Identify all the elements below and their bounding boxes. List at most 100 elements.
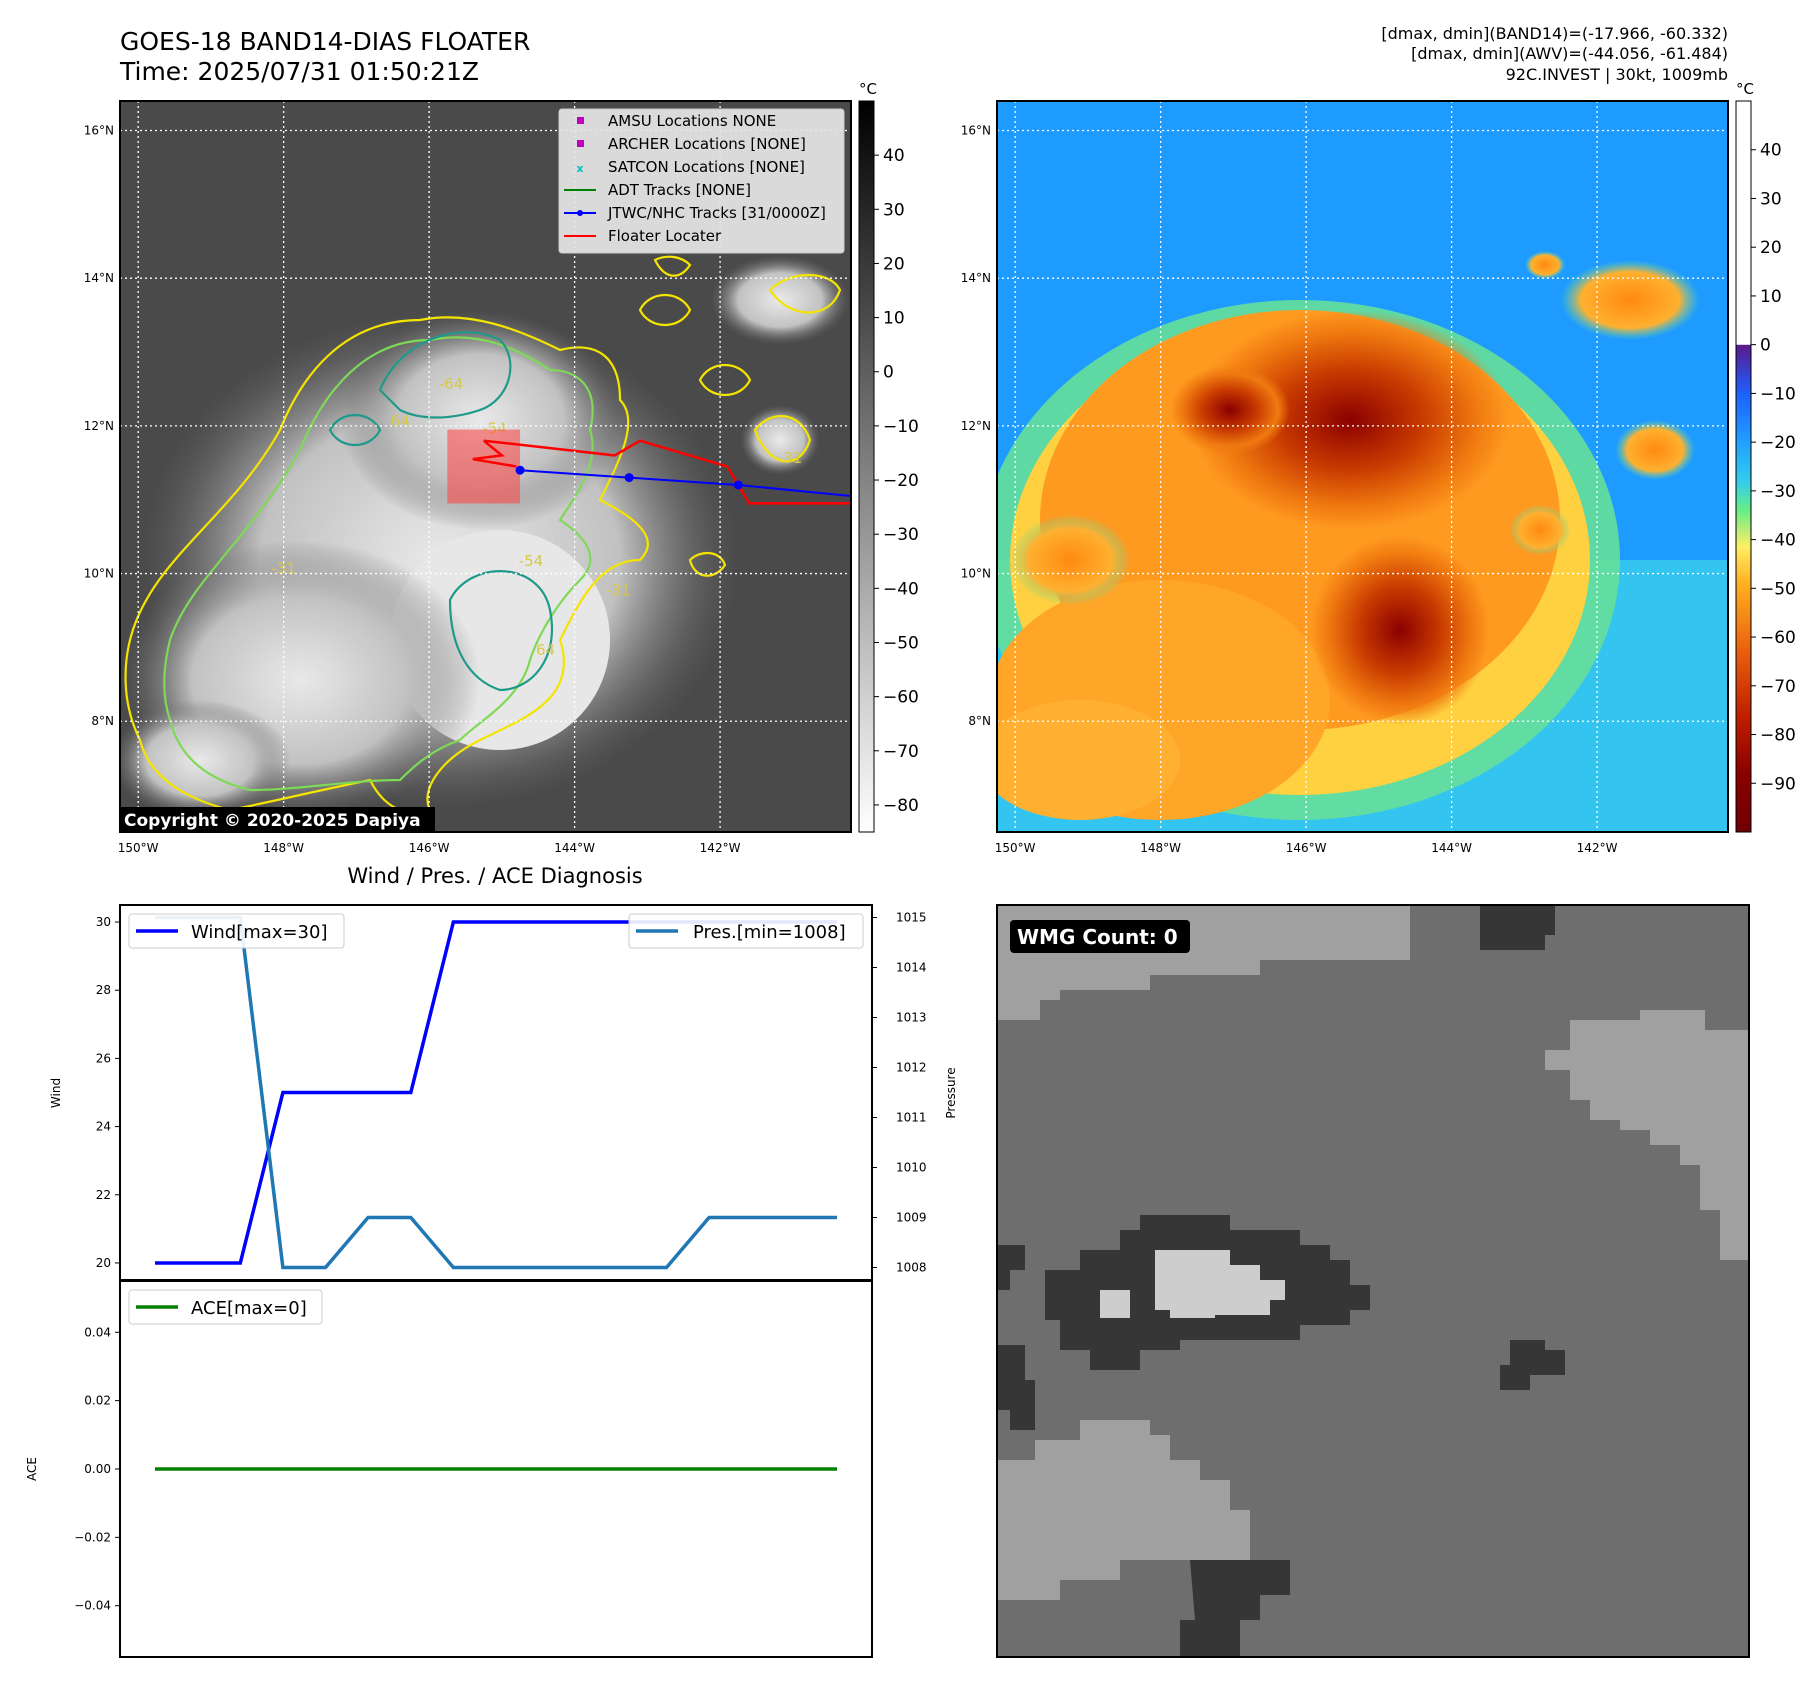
map-legend: x AMSU Locations NONE ARCHER Locations [… bbox=[558, 108, 845, 254]
colorbar-tick-label: 10 bbox=[883, 309, 905, 329]
lat-tick-label: 12°N bbox=[84, 419, 114, 433]
lat-tick-label: 16°N bbox=[84, 124, 114, 138]
colorbar-tick-label: −70 bbox=[883, 742, 919, 762]
wind-tick-label: 28 bbox=[96, 983, 111, 997]
colorbar-tick-label: −20 bbox=[883, 471, 919, 491]
colorbar-tick-label: 20 bbox=[1760, 238, 1782, 258]
floater-locater-track bbox=[483, 439, 851, 505]
contour-label: 64 bbox=[536, 641, 555, 659]
legend-label-jtwc: JTWC/NHC Tracks [31/0000Z] bbox=[607, 204, 826, 222]
wind-tick-label: 20 bbox=[96, 1256, 111, 1270]
colorbar-tick-label: −10 bbox=[883, 417, 919, 437]
pres-ticks: 1015 1014 1013 1012 1011 1010 1009 1008 bbox=[872, 911, 927, 1275]
left-colorbar: °C 40 30 20 10 0 −10 −20 −30 −40 −50 −60 −70 −80 bbox=[858, 80, 919, 833]
right-map-frame bbox=[996, 100, 1729, 833]
wmg-count-badge bbox=[1010, 920, 1190, 953]
wind-ticks: 30 28 26 24 22 20 bbox=[96, 915, 120, 1270]
pres-legend-label: Pres.[min=1008] bbox=[693, 922, 846, 943]
colorbar-tick-label: 30 bbox=[883, 200, 905, 220]
ace-tick-label: −0.04 bbox=[74, 1599, 111, 1613]
lon-tick-label: 144°W bbox=[1431, 841, 1472, 855]
colorbar-tick-label: −30 bbox=[1760, 482, 1796, 502]
legend-swatch-archer bbox=[577, 140, 584, 147]
colorbar-tick-label: −20 bbox=[1760, 433, 1796, 453]
lon-tick-label: 148°W bbox=[1140, 841, 1181, 855]
lat-tick-label: 14°N bbox=[84, 271, 114, 285]
wind-ylabel: Wind bbox=[49, 1078, 63, 1108]
ace-tick-label: 0.04 bbox=[84, 1325, 111, 1339]
copyright-box bbox=[120, 807, 435, 832]
lat-tick-label: 12°N bbox=[961, 419, 991, 433]
pres-ylabel: Pressure bbox=[944, 1067, 958, 1118]
pres-legend-box bbox=[628, 913, 864, 949]
legend-label-satcon: SATCON Locations [NONE] bbox=[608, 158, 805, 176]
ace-ticks: 0.04 0.02 0.00 −0.02 −0.04 bbox=[74, 1325, 120, 1613]
jtwc-nhc-point bbox=[624, 473, 634, 483]
colorbar-tick-label: −40 bbox=[883, 579, 919, 599]
colorbar-tick-label: 40 bbox=[883, 146, 905, 166]
pressure-tick-label: 1008 bbox=[896, 1261, 927, 1275]
jtwc-nhc-points bbox=[515, 465, 743, 490]
lat-tick-label: 8°N bbox=[91, 714, 114, 728]
right-colorbar-gradient bbox=[1735, 100, 1752, 833]
ir-color-map bbox=[997, 101, 1728, 832]
ace-plot: 0.04 0.02 0.00 −0.02 −0.04 ACE ACE[max=0] bbox=[25, 1280, 873, 1658]
wind-tick-label: 24 bbox=[96, 1120, 111, 1134]
wind-tick-label: 22 bbox=[96, 1188, 111, 1202]
lat-tick-label: 8°N bbox=[968, 714, 991, 728]
contour-small-cells bbox=[638, 255, 842, 577]
wmg-dark-bottom bbox=[1180, 1560, 1290, 1657]
legend-swatch-jtwc-dot bbox=[577, 210, 583, 216]
legend-swatch-satcon: x bbox=[576, 162, 583, 175]
colorbar-tick-label: −90 bbox=[1760, 774, 1796, 794]
colorbar-tick-label: 0 bbox=[1760, 336, 1771, 356]
ir-contours bbox=[124, 255, 842, 814]
colorbar-tick-label: 40 bbox=[1760, 141, 1782, 161]
lat-tick-label: 10°N bbox=[961, 567, 991, 581]
right-gridlines bbox=[997, 101, 1728, 832]
ace-legend-label: ACE[max=0] bbox=[191, 1298, 307, 1319]
legend-box bbox=[558, 108, 845, 254]
colorbar-tick-label: 30 bbox=[1760, 189, 1782, 209]
ir-cloud-field bbox=[120, 255, 850, 820]
rir-cloud-field bbox=[997, 251, 1700, 820]
contour-teal bbox=[328, 331, 553, 692]
lon-tick-label: 150°W bbox=[118, 841, 159, 855]
wmg-light-lower-left bbox=[997, 1420, 1250, 1600]
contour-label: -31 bbox=[271, 560, 296, 578]
ace-legend-box bbox=[128, 1289, 323, 1325]
copyright-text: Copyright © 2020-2025 Dapiya bbox=[124, 811, 421, 831]
colorbar-tick-label: −50 bbox=[1760, 579, 1796, 599]
wmg-dark-left bbox=[997, 1245, 1035, 1430]
wind-pres-plot: 30 28 26 24 22 20 1015 1014 1013 1012 1011 1010 100… bbox=[49, 904, 958, 1281]
contour-green bbox=[163, 336, 594, 792]
diag-title: Wind / Pres. / ACE Diagnosis bbox=[347, 864, 642, 888]
wmg-light-upper-right bbox=[1545, 1010, 1749, 1260]
legend-label-amsu: AMSU Locations NONE bbox=[608, 112, 776, 130]
lat-tick-label: 10°N bbox=[84, 567, 114, 581]
figure-title: GOES-18 BAND14-DIAS FLOATER bbox=[120, 27, 530, 56]
colorbar-tick-label: −40 bbox=[1760, 531, 1796, 551]
wmg-light-core bbox=[1155, 1250, 1285, 1318]
legend-label-adt: ADT Tracks [NONE] bbox=[608, 181, 751, 199]
pressure-tick-label: 1014 bbox=[896, 961, 927, 975]
pressure-tick-label: 1011 bbox=[896, 1111, 927, 1125]
colorbar-tick-label: 20 bbox=[883, 254, 905, 274]
jtwc-nhc-track bbox=[519, 469, 851, 497]
wmg-panel: WMG Count: 0 bbox=[997, 905, 1749, 1657]
colorbar-tick-label: −80 bbox=[1760, 726, 1796, 746]
lat-tick-label: 14°N bbox=[961, 271, 991, 285]
ace-tick-label: 0.02 bbox=[84, 1394, 111, 1408]
left-map-frame bbox=[119, 100, 852, 833]
legend-label-archer: ARCHER Locations [NONE] bbox=[608, 135, 806, 153]
wmg-dark-right bbox=[1500, 1340, 1565, 1390]
left-colorbar-ticks: 40 30 20 10 0 −10 −20 −30 −40 −50 −60 −70 −80 bbox=[874, 146, 919, 816]
info-awv: [dmax, dmin](AWV)=(-44.056, -61.484) bbox=[1411, 44, 1728, 63]
colorbar-tick-label: −80 bbox=[883, 796, 919, 816]
pressure-tick-label: 1015 bbox=[896, 911, 927, 925]
lon-tick-label: 142°W bbox=[1577, 841, 1618, 855]
legend-swatch-amsu bbox=[577, 117, 584, 124]
lon-tick-label: 144°W bbox=[554, 841, 595, 855]
wind-legend-label: Wind[max=30] bbox=[191, 922, 328, 943]
wmg-dark-top bbox=[1480, 905, 1555, 950]
